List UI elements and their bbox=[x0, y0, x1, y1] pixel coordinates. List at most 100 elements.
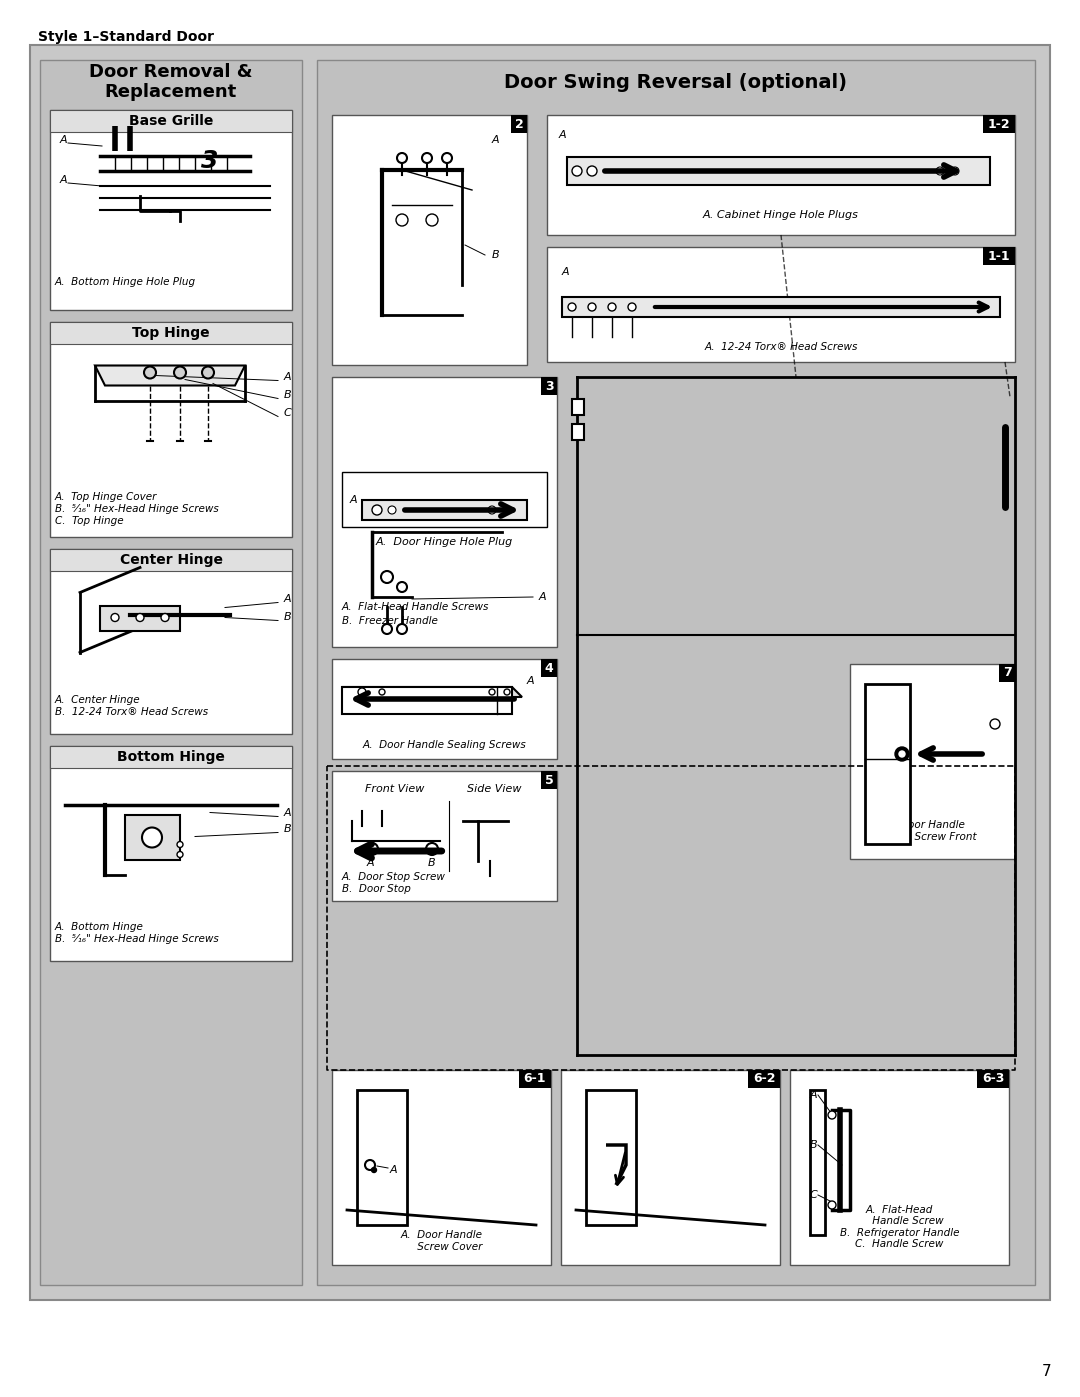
Circle shape bbox=[388, 506, 396, 514]
Text: A: A bbox=[60, 175, 68, 184]
Bar bbox=[50, 746, 292, 768]
Bar bbox=[567, 156, 990, 184]
Text: Door Handle
Seal Screw Front: Door Handle Seal Screw Front bbox=[889, 820, 976, 842]
Text: A: A bbox=[60, 136, 68, 145]
Text: 6-1: 6-1 bbox=[524, 1073, 546, 1085]
Circle shape bbox=[936, 168, 944, 175]
Circle shape bbox=[111, 613, 119, 622]
Circle shape bbox=[488, 506, 496, 514]
Circle shape bbox=[568, 303, 576, 312]
Text: B.  Freezer Handle: B. Freezer Handle bbox=[342, 616, 437, 626]
Text: Bottom Hinge: Bottom Hinge bbox=[117, 750, 225, 764]
Circle shape bbox=[572, 166, 582, 176]
Bar bbox=[977, 1070, 1009, 1088]
Text: A.  Top Hinge Cover
B.  ⁵⁄₁₆" Hex-Head Hinge Screws
C.  Top Hinge: A. Top Hinge Cover B. ⁵⁄₁₆" Hex-Head Hin… bbox=[55, 492, 219, 525]
Circle shape bbox=[177, 841, 183, 848]
Text: A: A bbox=[492, 136, 500, 145]
Bar bbox=[357, 1090, 407, 1225]
Text: Base Grille: Base Grille bbox=[129, 115, 213, 129]
Bar bbox=[999, 664, 1015, 682]
Text: C: C bbox=[810, 1190, 818, 1200]
Circle shape bbox=[588, 166, 597, 176]
Bar bbox=[586, 1090, 636, 1225]
Bar bbox=[342, 472, 546, 527]
Circle shape bbox=[144, 366, 156, 379]
Bar bbox=[318, 60, 1035, 1285]
Bar bbox=[50, 549, 292, 571]
Bar bbox=[983, 115, 1015, 133]
Circle shape bbox=[503, 506, 511, 514]
Circle shape bbox=[504, 689, 510, 694]
Text: A: A bbox=[810, 1090, 818, 1099]
Circle shape bbox=[990, 719, 1000, 729]
Text: Top Hinge: Top Hinge bbox=[132, 326, 210, 339]
Bar bbox=[546, 115, 1015, 235]
Bar bbox=[100, 605, 180, 630]
Polygon shape bbox=[342, 687, 512, 714]
Circle shape bbox=[396, 214, 408, 226]
Bar bbox=[572, 400, 584, 415]
Bar bbox=[332, 377, 557, 647]
Bar bbox=[50, 321, 292, 344]
Bar bbox=[30, 45, 1050, 1301]
Bar bbox=[810, 1090, 825, 1235]
Bar bbox=[332, 659, 557, 759]
Circle shape bbox=[899, 752, 905, 757]
Circle shape bbox=[608, 303, 616, 312]
Text: A: A bbox=[284, 595, 292, 605]
Text: A: A bbox=[284, 809, 292, 819]
Circle shape bbox=[379, 689, 384, 694]
Bar bbox=[50, 746, 292, 961]
Circle shape bbox=[627, 303, 636, 312]
Text: 5: 5 bbox=[544, 774, 553, 787]
Text: C: C bbox=[284, 408, 292, 419]
Text: A: A bbox=[559, 130, 567, 140]
Text: 3: 3 bbox=[201, 149, 218, 173]
Text: B.  Door Stop: B. Door Stop bbox=[342, 884, 410, 894]
Circle shape bbox=[365, 1160, 375, 1171]
Circle shape bbox=[161, 613, 168, 622]
Text: A.  Center Hinge
B.  12-24 Torx® Head Screws: A. Center Hinge B. 12-24 Torx® Head Scre… bbox=[55, 696, 208, 717]
Circle shape bbox=[141, 827, 162, 848]
Bar bbox=[50, 549, 292, 733]
Text: A.  Door Handle
     Screw Cover: A. Door Handle Screw Cover bbox=[401, 1231, 483, 1252]
Circle shape bbox=[895, 747, 909, 761]
Bar bbox=[50, 321, 292, 536]
Text: A.  Door Handle Sealing Screws: A. Door Handle Sealing Screws bbox=[363, 740, 526, 750]
Text: Style 1–Standard Door: Style 1–Standard Door bbox=[38, 29, 214, 43]
Bar bbox=[511, 115, 527, 133]
Bar bbox=[50, 110, 292, 310]
Text: A.  Bottom Hinge
B.  ⁵⁄₁₆" Hex-Head Hinge Screws: A. Bottom Hinge B. ⁵⁄₁₆" Hex-Head Hinge … bbox=[55, 922, 219, 944]
Text: 7: 7 bbox=[1042, 1365, 1052, 1379]
Text: A.  Door Hinge Hole Plug: A. Door Hinge Hole Plug bbox=[376, 536, 513, 548]
Text: B: B bbox=[284, 391, 292, 401]
Text: 6-2: 6-2 bbox=[753, 1073, 775, 1085]
Bar bbox=[519, 1070, 551, 1088]
Text: B: B bbox=[492, 250, 500, 260]
Text: A: A bbox=[539, 592, 546, 602]
Text: A: A bbox=[527, 676, 535, 686]
Text: A. Cabinet Hinge Hole Plugs: A. Cabinet Hinge Hole Plugs bbox=[703, 210, 859, 219]
Bar bbox=[541, 377, 557, 395]
Polygon shape bbox=[95, 366, 245, 386]
Circle shape bbox=[372, 1168, 377, 1172]
Bar bbox=[40, 60, 302, 1285]
Bar bbox=[541, 659, 557, 678]
Text: 6-3: 6-3 bbox=[982, 1073, 1004, 1085]
Text: 1-1: 1-1 bbox=[988, 250, 1010, 263]
Circle shape bbox=[382, 624, 392, 634]
Text: 1-2: 1-2 bbox=[988, 117, 1010, 130]
Text: A.  12-24 Torx® Head Screws: A. 12-24 Torx® Head Screws bbox=[704, 342, 858, 352]
Text: B: B bbox=[810, 1140, 818, 1150]
Text: B: B bbox=[428, 858, 436, 868]
Text: Door Swing Reversal (optional): Door Swing Reversal (optional) bbox=[504, 73, 848, 91]
Text: 4: 4 bbox=[544, 662, 553, 675]
Text: A: A bbox=[562, 267, 569, 277]
Text: A: A bbox=[366, 858, 374, 868]
Circle shape bbox=[381, 571, 393, 583]
Circle shape bbox=[426, 214, 438, 226]
Text: A.  Flat-Head
     Handle Screw
B.  Refrigerator Handle
C.  Handle Screw: A. Flat-Head Handle Screw B. Refrigerato… bbox=[840, 1204, 959, 1249]
Circle shape bbox=[828, 1201, 836, 1208]
Text: Front View: Front View bbox=[365, 784, 424, 793]
Text: A.  Flat-Head Handle Screws: A. Flat-Head Handle Screws bbox=[342, 602, 489, 612]
